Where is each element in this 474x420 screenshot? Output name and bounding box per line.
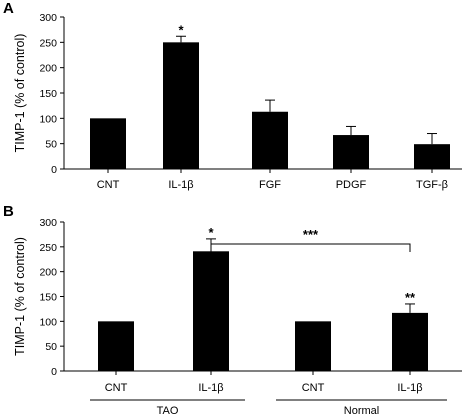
panel-b-comparison-label: *** [303, 227, 319, 242]
panel-a-label: A [3, 0, 14, 17]
panel-a-bar-4 [333, 135, 369, 169]
panel-a-bar-5 [414, 144, 450, 169]
panel-a-y-tick-label: 50 [45, 139, 57, 151]
panel-b-group-label-1: TAO [157, 405, 179, 417]
panel-b-category-label-4: IL-1β [397, 382, 422, 394]
panel-b-bar-1 [98, 321, 134, 371]
panel-a-y-tick-label: 200 [39, 63, 57, 75]
panel-a-y-tick-label: 150 [39, 88, 57, 100]
panel-a-category-label-2: IL-1β [168, 179, 193, 191]
panel-a-bar-1 [90, 118, 126, 169]
panel-b-y-tick-label: 50 [45, 341, 57, 353]
panel-b-y-tick-label: 100 [39, 316, 57, 328]
panel-a-y-tick-label: 0 [51, 164, 57, 176]
panel-a-category-label-1: CNT [97, 179, 120, 191]
panel-a-category-label-3: FGF [259, 179, 281, 191]
panel-b-group-label-2: Normal [344, 405, 379, 417]
panel-b-y-tick-label: 300 [39, 217, 57, 229]
panel-a-bar-3 [252, 111, 288, 169]
panel-b-bar-4 [392, 312, 428, 371]
panel-a-y-axis-label: TIMP-1 (% of control) [13, 34, 27, 153]
panel-b-label: B [3, 203, 14, 220]
panel-b-y-tick-label: 250 [39, 242, 57, 254]
panel-a-y-tick-label: 300 [39, 12, 57, 24]
panel-a-bar-2 [163, 42, 199, 170]
panel-a-category-label-4: PDGF [336, 179, 367, 191]
panel-a-significance-2: * [178, 22, 184, 37]
panel-b-comparison-bracket [210, 243, 411, 252]
panel-b-bar-2 [193, 251, 229, 371]
panel-a-category-label-5: TGF-β [416, 179, 448, 191]
panel-b-bar-3 [295, 321, 331, 371]
panel-b-y-tick-label: 200 [39, 267, 57, 279]
panel-b-significance-2: * [208, 225, 214, 240]
panel-a-y-tick-label: 100 [39, 113, 57, 125]
panel-b-category-label-3: CNT [302, 382, 325, 394]
panel-b-y-tick-label: 150 [39, 292, 57, 304]
panel-a-y-tick-label: 250 [39, 37, 57, 49]
panel-b-y-axis-label: TIMP-1 (% of control) [13, 237, 27, 356]
panel-b-category-label-1: CNT [105, 382, 128, 394]
panel-b-category-label-2: IL-1β [198, 382, 223, 394]
panel-b-significance-4: ** [405, 290, 416, 305]
panel-b-y-tick-label: 0 [51, 366, 57, 378]
